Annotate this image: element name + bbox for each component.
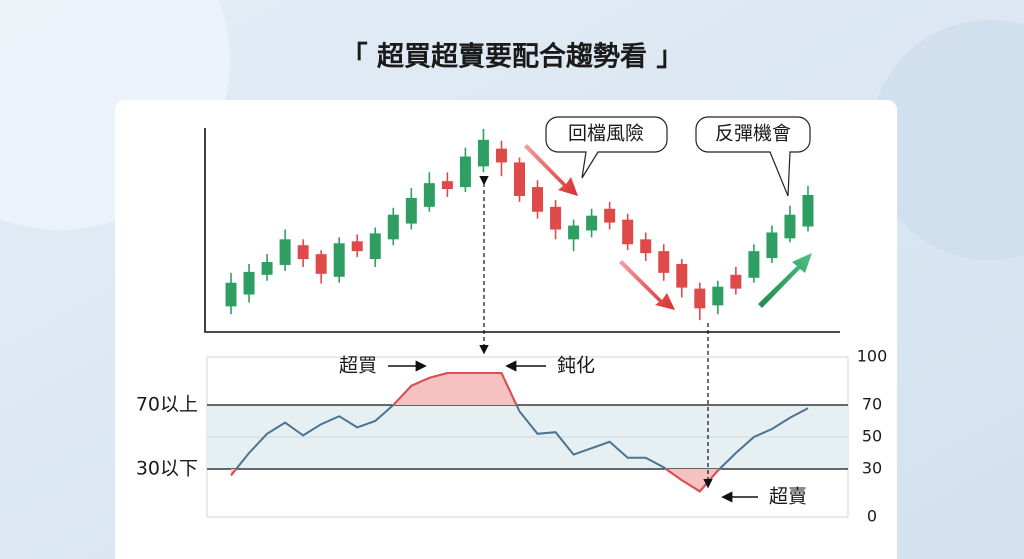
candle-body — [640, 239, 652, 254]
candle-body — [568, 225, 580, 240]
y-tick-label: 30 — [862, 459, 882, 478]
callout-bubble — [695, 116, 811, 197]
callout-bubble — [545, 116, 668, 179]
candle-body — [297, 245, 309, 260]
candle-body — [441, 181, 453, 190]
title: 「 超買超賣要配合趨勢看 」 — [341, 41, 684, 73]
candle-body — [532, 187, 544, 212]
candle-body — [477, 139, 489, 167]
annotation: 回檔風險 — [568, 123, 644, 145]
candle-body — [766, 232, 778, 259]
candle-body — [802, 194, 814, 227]
candle-body — [369, 233, 381, 260]
oversold-fill — [231, 469, 808, 492]
candle-body — [658, 251, 670, 273]
candle-body — [748, 251, 760, 278]
candlestick-panel — [204, 128, 840, 333]
candle-body — [622, 219, 634, 245]
annotation: 反彈機會 — [715, 123, 791, 145]
axis — [204, 128, 840, 333]
trend-arrow — [758, 253, 812, 308]
annotation: 超買 — [339, 355, 377, 377]
y-tick-label: 100 — [857, 347, 888, 366]
y-tick-label: 0 — [867, 507, 877, 526]
y-tick-label: 70 — [862, 395, 882, 414]
candle-body — [712, 286, 724, 306]
candle-body — [243, 271, 255, 295]
candle-body — [495, 148, 507, 163]
oscillator-panel: 0 30 50 70 100 70以上 30以下 — [136, 347, 887, 526]
candle-body — [225, 282, 237, 307]
trend-arrow — [619, 260, 675, 310]
background-blob — [870, 20, 1024, 260]
candle-body — [405, 197, 417, 224]
candle-body — [676, 263, 688, 288]
candle-body — [387, 214, 399, 240]
y-tick-label: 50 — [862, 427, 882, 446]
candle-body — [333, 243, 345, 277]
annotation: 超賣 — [769, 486, 807, 508]
candle-body — [315, 254, 327, 274]
annotation: 鈍化 — [557, 355, 595, 377]
candle-body — [604, 208, 616, 223]
candle-body — [459, 156, 471, 188]
candle-body — [514, 162, 525, 196]
reference-label: 70以上 — [136, 394, 198, 416]
candle-body — [261, 262, 273, 275]
candle-body — [730, 274, 742, 289]
candle-body — [351, 241, 363, 252]
oversold-line — [230, 469, 721, 493]
candle-body — [586, 215, 598, 231]
candle-body — [279, 239, 291, 265]
trend-arrow — [524, 144, 578, 196]
candle-body — [784, 214, 796, 239]
reference-label: 30以下 — [136, 458, 198, 480]
candle-body — [694, 288, 706, 309]
candle-body — [550, 206, 562, 230]
candle-body — [423, 183, 435, 207]
